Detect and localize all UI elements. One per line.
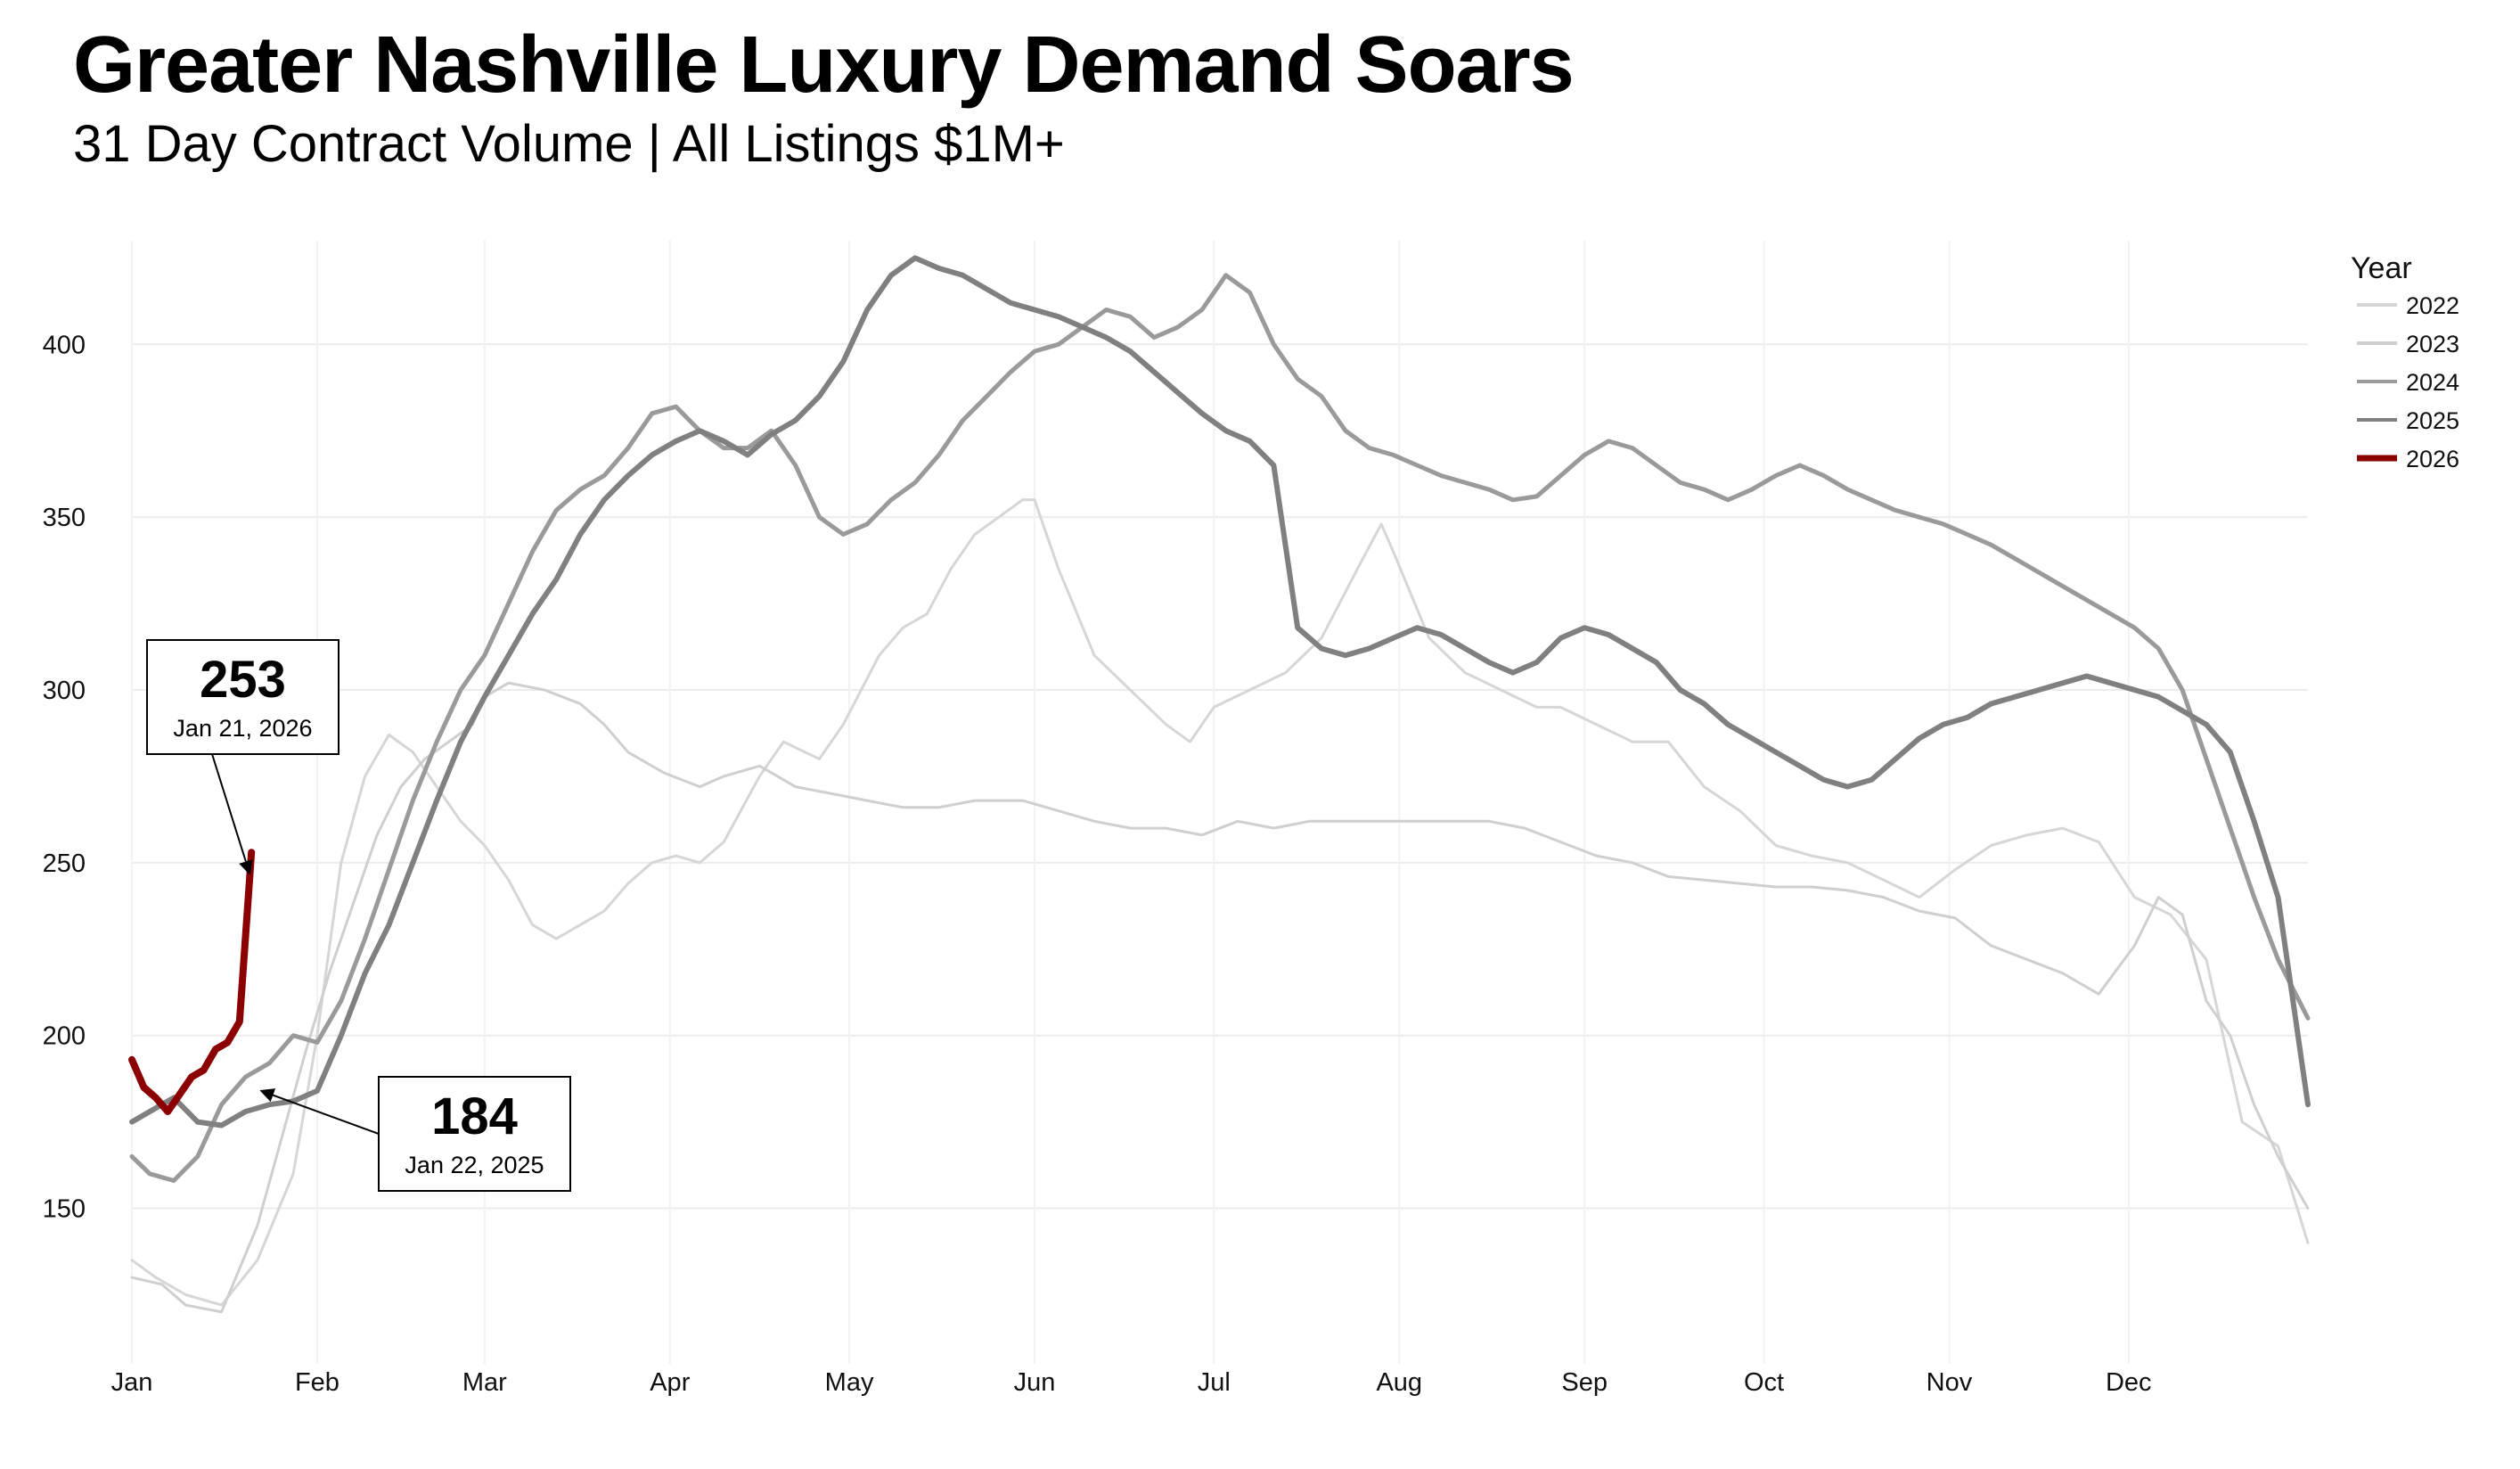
x-tick-label: Apr [650, 1368, 690, 1397]
legend: Year 2022 2023 2024 2025 2026 [2351, 251, 2459, 472]
y-tick-label: 150 [43, 1195, 86, 1224]
legend-label-2023: 2023 [2406, 331, 2459, 357]
x-tick-label: Dec [2106, 1368, 2152, 1397]
x-tick-label: Jan [111, 1368, 153, 1397]
legend-label-2024: 2024 [2406, 369, 2459, 396]
callout-box [378, 1076, 571, 1192]
callout-arrow [259, 1088, 380, 1135]
series-layer [128, 255, 2311, 1314]
callout-date: Jan 21, 2026 [173, 715, 312, 742]
x-tick-label: Oct [1744, 1368, 1784, 1397]
x-tick-label: Nov [1927, 1368, 1973, 1397]
x-tick-label: May [825, 1368, 874, 1397]
series-2024-line [129, 273, 2311, 1183]
x-tick-label: Aug [1376, 1368, 1422, 1397]
y-tick-label: 400 [43, 331, 86, 359]
annotation-layer: 253 Jan 21, 2026 184 Jan 22, 2025 [146, 639, 571, 1192]
series-2022-line [130, 498, 2310, 1307]
page-subtitle: 31 Day Contract Volume | All Listings $1… [73, 115, 1065, 173]
callout-value: 184 [431, 1087, 518, 1145]
legend-label-2022: 2022 [2406, 292, 2459, 319]
callout-184: 184 Jan 22, 2025 [259, 1076, 571, 1192]
series-2026-line [128, 849, 256, 1115]
y-tick-label: 250 [43, 849, 86, 878]
axis-layer: 150 200 250 300 350 400 Jan Feb Mar Apr May Jun Jul A… [43, 331, 2152, 1397]
series-2025-line [129, 255, 2311, 1128]
grid-layer [131, 241, 2308, 1364]
callout-arrow [211, 753, 253, 875]
x-tick-label: Jul [1198, 1368, 1231, 1397]
legend-label-2026: 2026 [2406, 446, 2459, 472]
callout-date: Jan 22, 2025 [405, 1152, 544, 1178]
callout-value: 253 [200, 651, 286, 709]
x-tick-label: Feb [295, 1368, 340, 1397]
x-tick-label: Mar [462, 1368, 507, 1397]
legend-label-2025: 2025 [2406, 407, 2459, 434]
y-tick-label: 200 [43, 1022, 86, 1051]
y-tick-label: 350 [43, 504, 86, 532]
callout-box [146, 639, 340, 755]
legend-title: Year [2351, 251, 2412, 285]
callout-253: 253 Jan 21, 2026 [146, 639, 340, 875]
x-tick-label: Sep [1561, 1368, 1608, 1397]
page-title: Greater Nashville Luxury Demand Soars [73, 21, 1575, 110]
x-tick-label: Jun [1014, 1368, 1056, 1397]
y-tick-label: 300 [43, 677, 86, 705]
series-2023-line [130, 681, 2310, 1314]
